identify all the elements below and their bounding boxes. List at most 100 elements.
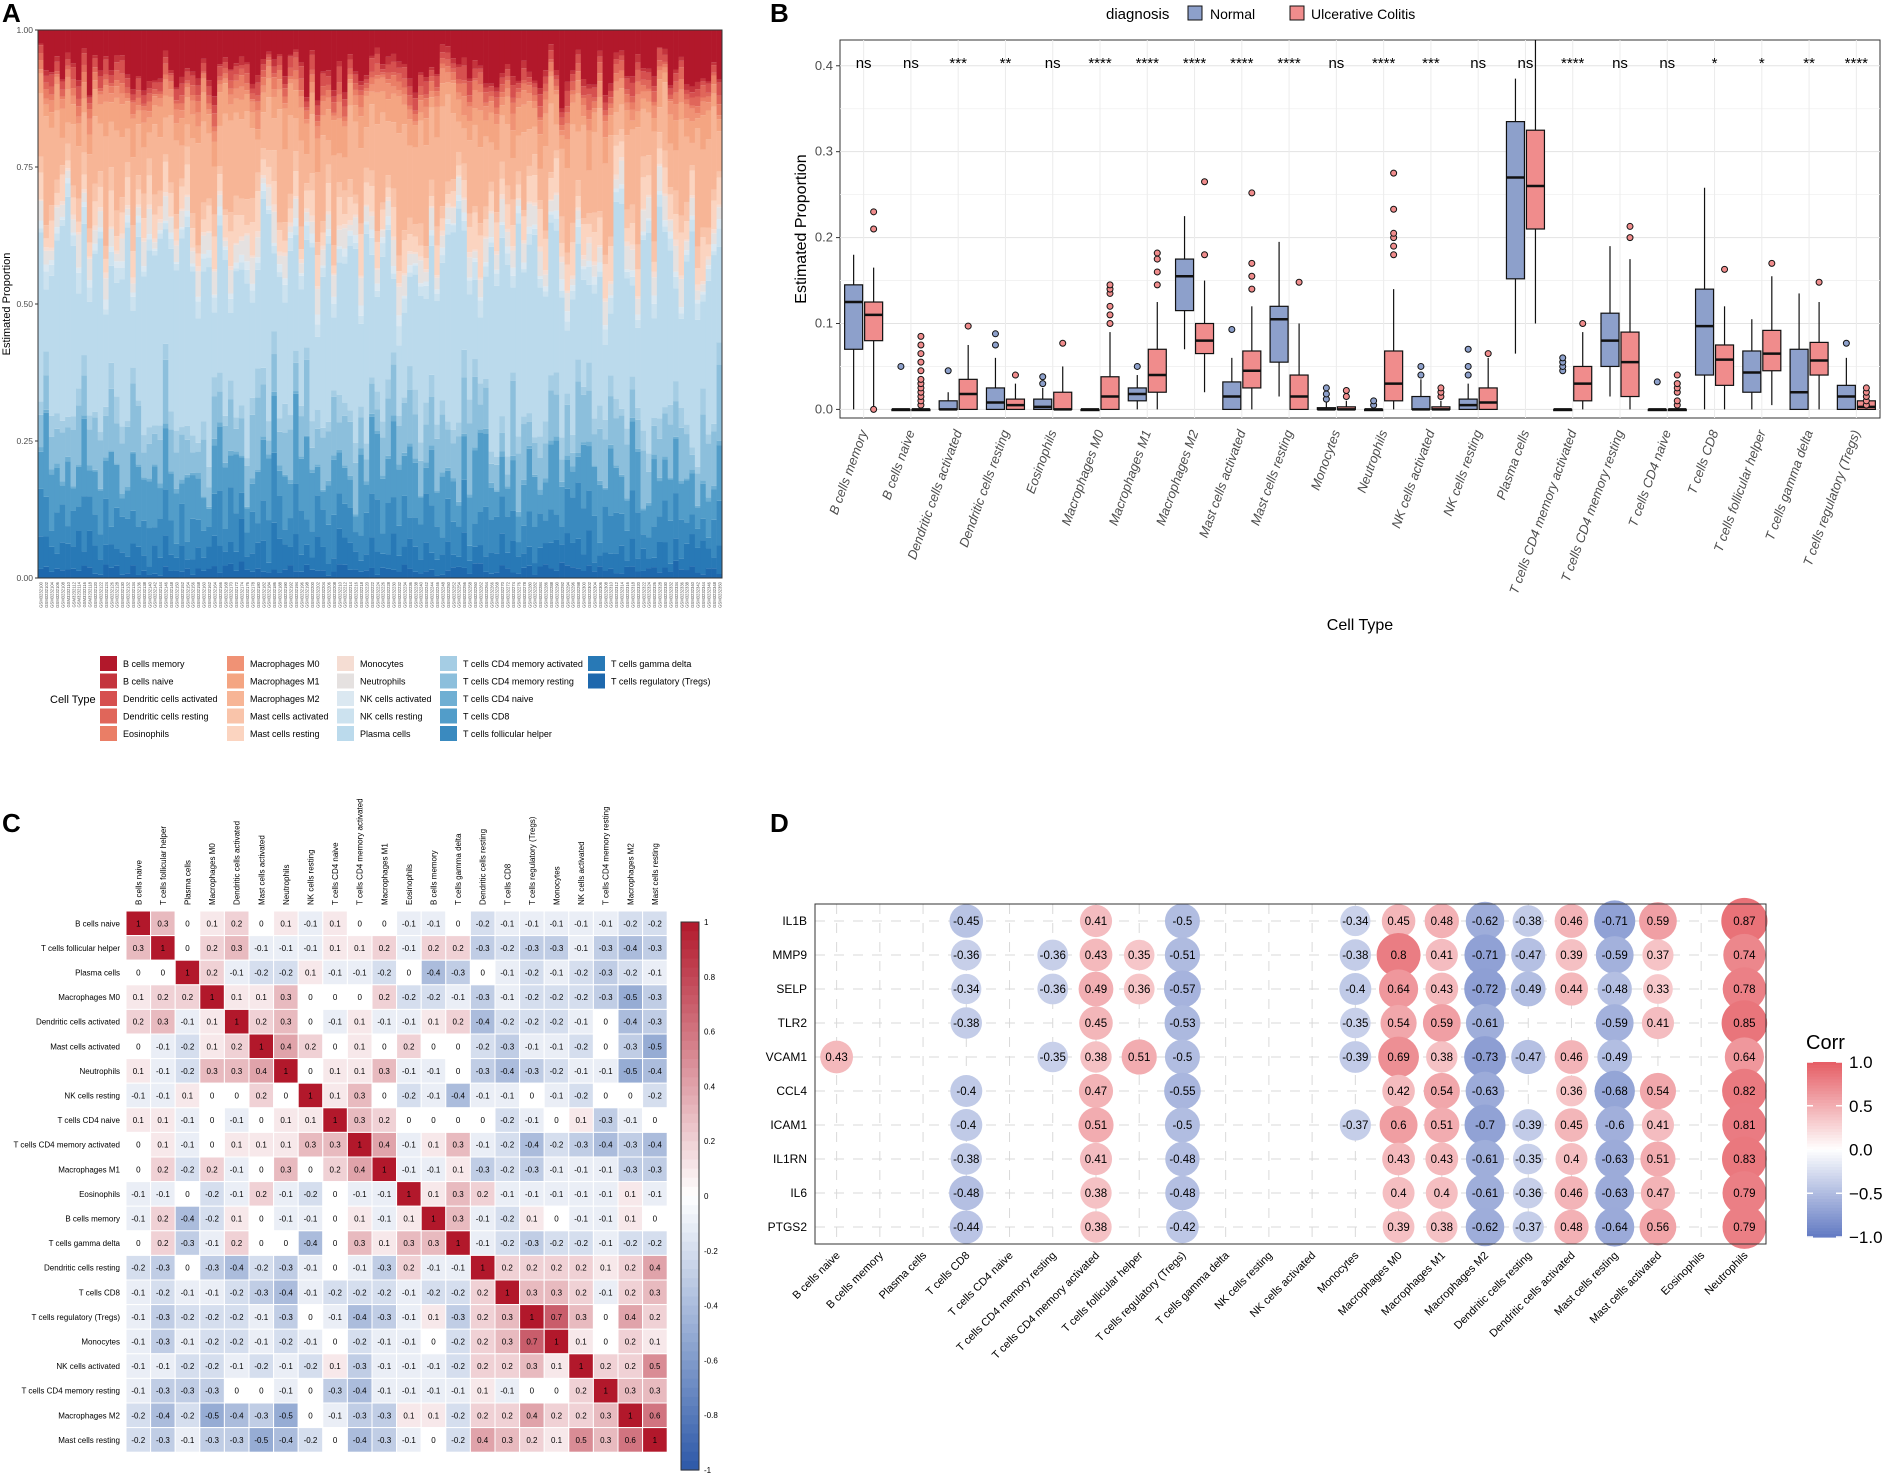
panel-a-bar-segment — [494, 30, 500, 88]
panel-a-bar-segment — [168, 554, 175, 571]
panel-a-bar-segment — [635, 127, 641, 245]
panel-a-bar-segment — [298, 458, 305, 511]
panel-a-bar-segment — [673, 214, 679, 240]
panel-a-bar-segment — [602, 254, 609, 265]
panel-d-ytick-label: IL6 — [790, 1186, 807, 1200]
panel-d-bubble — [1641, 1006, 1675, 1040]
panel-a-bar-segment — [537, 200, 544, 210]
panel-a-legend-swatch — [227, 691, 244, 706]
panel-a-bar-segment — [260, 178, 267, 184]
panel-c-col-label: T cells follicular helper — [159, 826, 168, 905]
panel-a-bar-segment — [48, 127, 55, 206]
panel-a-bar-segment — [293, 52, 299, 58]
panel-a-bar-segment — [342, 415, 348, 466]
panel-a-bar-segment — [352, 89, 359, 96]
panel-c-cell-value: 0.2 — [502, 1362, 514, 1371]
panel-d-bubble-value: 0.69 — [1387, 1052, 1409, 1064]
panel-c-cell-value: -0.1 — [574, 1165, 588, 1174]
panel-c-cell-value: 0.2 — [256, 1018, 268, 1027]
panel-a-bar-segment — [515, 184, 522, 199]
panel-a-bar-segment — [483, 266, 489, 277]
panel-a-bar-segment — [130, 251, 137, 278]
panel-a-bar-segment — [662, 542, 669, 568]
panel-a-bar-segment — [580, 394, 587, 443]
panel-a-bar-segment — [92, 417, 99, 470]
panel-a-sample-label: GSM3232156 — [191, 581, 196, 608]
panel-a-bar-segment — [711, 557, 717, 569]
panel-a-bar-segment — [678, 119, 685, 216]
panel-a-bar-segment — [342, 228, 348, 249]
panel-a-bar-segment — [233, 66, 240, 75]
panel-a-bar-segment — [76, 116, 82, 124]
panel-c-cell-value: -0.2 — [427, 1288, 441, 1297]
panel-a-legend-swatch — [227, 656, 244, 671]
panel-a-bar-segment — [271, 73, 278, 78]
panel-a-bar-segment — [255, 191, 261, 232]
panel-a-bar-segment — [439, 83, 446, 107]
panel-a-bar-segment — [298, 66, 305, 79]
panel-c-cell-value: -0.1 — [500, 1190, 514, 1199]
panel-a-bar-segment — [613, 399, 620, 419]
panel-d-bubble-value: 0.51 — [1085, 1120, 1107, 1132]
panel-a-bar-segment — [380, 256, 386, 422]
panel-a-bar-segment — [618, 70, 625, 79]
panel-a-bar-segment — [553, 70, 560, 76]
panel-a-bar-segment — [157, 30, 164, 79]
panel-a-bar-segment — [483, 136, 489, 207]
panel-a-bar-segment — [662, 220, 669, 227]
panel-c-cell-value: 0.4 — [625, 1313, 637, 1322]
panel-a-bar-segment — [385, 83, 392, 100]
panel-c-row-label: T cells regulatory (Tregs) — [32, 1313, 121, 1322]
panel-c-cell-value: -0.1 — [254, 1338, 268, 1347]
panel-a-bar-segment — [54, 463, 61, 468]
panel-a-bar-segment — [255, 237, 261, 258]
panel-c-cell — [396, 1181, 422, 1207]
panel-c-cell-value: 1 — [603, 1387, 608, 1396]
panel-a-bar-segment — [380, 230, 386, 238]
panel-a-bar-segment — [651, 76, 658, 87]
panel-a-bar-segment — [92, 89, 99, 117]
panel-c-cell — [568, 1058, 594, 1084]
panel-c-cell-value: 0.3 — [133, 944, 145, 953]
panel-a-bar-segment — [618, 104, 625, 130]
panel-a-bar-segment — [423, 106, 430, 119]
panel-c-cell-value: 0.3 — [157, 1018, 169, 1027]
panel-d-legend-step — [1807, 1079, 1842, 1084]
panel-a-bar-segment — [629, 96, 636, 103]
panel-c-cell-value: 0.6 — [625, 1436, 637, 1445]
panel-a-bar-segment — [97, 211, 104, 228]
panel-a-bar-segment — [135, 204, 142, 208]
panel-a-bar-segment — [396, 345, 403, 416]
panel-d-bubble — [1464, 1104, 1506, 1146]
panel-a-sample-label: GSM3232230 — [392, 581, 397, 608]
panel-d-legend-step — [1807, 1178, 1842, 1183]
panel-a-bar-segment — [559, 242, 565, 257]
panel-c-cell — [297, 959, 324, 986]
panel-a-bar-segment — [537, 494, 544, 514]
panel-c-cell — [420, 1181, 447, 1207]
panel-b-significance: **** — [1136, 55, 1160, 72]
panel-a-bar-segment — [548, 211, 555, 215]
panel-d-bubble-value: 0.59 — [1431, 1018, 1453, 1030]
panel-a-bar-segment — [439, 52, 446, 59]
panel-a-bar-segment — [407, 234, 413, 252]
panel-b-outlier — [1673, 397, 1681, 405]
panel-d-bubble — [1465, 1003, 1505, 1043]
panel-c-cell-value: 1 — [185, 969, 190, 978]
panel-a-bar-segment — [608, 281, 614, 285]
panel-a-bar-segment — [157, 238, 164, 426]
panel-b-outlier — [1626, 222, 1634, 230]
panel-c-colorbar-label: -0.2 — [704, 1247, 718, 1256]
panel-a-bar-segment — [352, 551, 359, 570]
panel-b-outlier — [917, 375, 925, 383]
panel-a-bar-segment — [390, 569, 397, 578]
panel-a-bar-segment — [510, 102, 517, 114]
panel-a-bar-segment — [488, 91, 495, 97]
panel-c-cell — [174, 910, 201, 937]
panel-a-bar-segment — [504, 231, 511, 247]
panel-a-bar-segment — [108, 251, 115, 266]
panel-a-bar-segment — [336, 182, 343, 198]
panel-c-cell-value: -0.2 — [353, 1338, 367, 1347]
panel-a-bar-segment — [656, 48, 663, 61]
panel-a-bar-segment — [320, 509, 327, 547]
